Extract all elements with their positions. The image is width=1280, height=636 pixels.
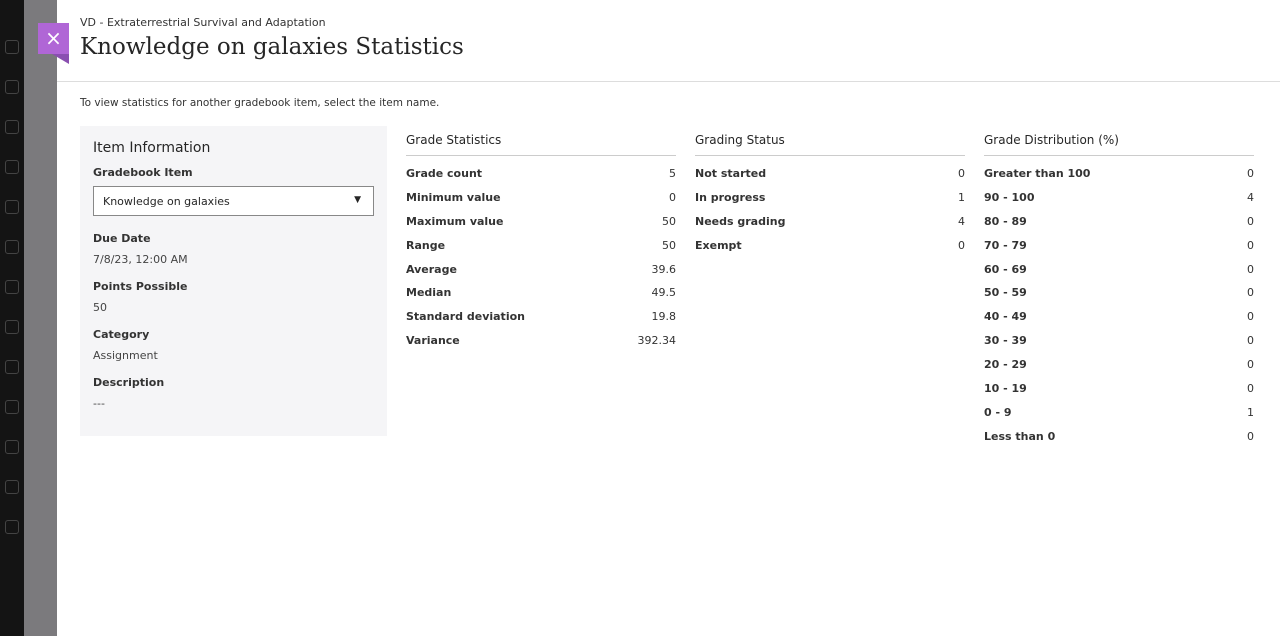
stat-value: 0 — [1247, 286, 1254, 300]
stat-label: Greater than 100 — [984, 167, 1091, 180]
stat-value: 1 — [958, 190, 965, 204]
stat-value: 39.6 — [651, 262, 677, 276]
description-label: Description — [93, 376, 165, 389]
stat-value: 0 — [1247, 334, 1254, 348]
category-label: Category — [93, 328, 150, 341]
instruction-text: To view statistics for another gradebook… — [80, 97, 440, 109]
gradebook-item-label: Gradebook Item — [93, 166, 193, 179]
stat-label: Not started — [695, 167, 767, 180]
stat-value: 392.34 — [637, 334, 677, 348]
statistics-panel: VD - Extraterrestrial Survival and Adapt… — [57, 0, 1280, 636]
due-date-value: 7/8/23, 12:00 AM — [93, 253, 188, 266]
stat-label: 80 - 89 — [984, 214, 1027, 228]
stat-label: Variance — [406, 334, 460, 348]
stat-value: 50 — [662, 214, 676, 228]
chevron-down-icon: ▼ — [354, 195, 361, 205]
stat-row: 20 - 29 0 — [984, 358, 1254, 382]
stat-value: 5 — [669, 167, 676, 180]
stat-label: Range — [406, 238, 446, 252]
stat-label: 50 - 59 — [984, 286, 1027, 300]
stat-row: Needs grading 4 — [695, 215, 965, 239]
stat-row: Range 50 — [406, 239, 676, 263]
points-value: 50 — [93, 301, 107, 314]
category-value: Assignment — [93, 349, 158, 362]
stat-label: 40 - 49 — [984, 310, 1027, 324]
stat-label: Standard deviation — [406, 310, 525, 324]
stat-row: 70 - 79 0 — [984, 239, 1254, 263]
page-title: Knowledge on galaxies Statistics — [80, 34, 464, 60]
stat-label: In progress — [695, 190, 766, 204]
course-breadcrumb: VD - Extraterrestrial Survival and Adapt… — [80, 16, 326, 29]
close-button[interactable]: × — [38, 23, 69, 64]
stat-row: 80 - 89 0 — [984, 215, 1254, 239]
grade-distribution-heading: Grade Distribution (%) — [984, 133, 1254, 156]
stat-label: Minimum value — [406, 190, 501, 204]
grading-status: Grading Status Not started 0 In progress 1 Ne… — [695, 133, 965, 263]
stat-row: 50 - 59 0 — [984, 286, 1254, 310]
stat-row: Maximum value 50 — [406, 215, 676, 239]
item-information-heading: Item Information — [93, 140, 211, 156]
stat-label: 0 - 9 — [984, 405, 1012, 419]
stat-label: Median — [406, 286, 452, 300]
stat-row: Not started 0 — [695, 167, 965, 191]
grade-statistics-heading: Grade Statistics — [406, 133, 676, 156]
stat-row: 40 - 49 0 — [984, 310, 1254, 334]
stat-label: 10 - 19 — [984, 382, 1027, 396]
stat-value: 0 — [958, 167, 965, 180]
stat-label: Needs grading — [695, 214, 786, 228]
description-value: --- — [93, 397, 105, 410]
stat-value: 0 — [1247, 167, 1254, 180]
divider — [57, 81, 1280, 82]
stat-label: Less than 0 — [984, 429, 1056, 443]
stat-row: Average 39.6 — [406, 263, 676, 287]
stat-row: Standard deviation 19.8 — [406, 310, 676, 334]
stat-value: 50 — [662, 238, 676, 252]
stat-row: Minimum value 0 — [406, 191, 676, 215]
stat-row: Less than 0 0 — [984, 430, 1254, 454]
stat-row: 10 - 19 0 — [984, 382, 1254, 406]
stat-row: Greater than 100 0 — [984, 167, 1254, 191]
due-date-label: Due Date — [93, 232, 151, 245]
stat-value: 0 — [1247, 429, 1254, 443]
stat-value: 0 — [1247, 238, 1254, 252]
stat-label: Exempt — [695, 238, 742, 252]
stat-value: 0 — [1247, 382, 1254, 396]
stat-value: 0 — [958, 238, 965, 252]
stat-label: Average — [406, 262, 457, 276]
stat-row: 0 - 9 1 — [984, 406, 1254, 430]
stat-label: 20 - 29 — [984, 358, 1027, 372]
selected-item: Knowledge on galaxies — [103, 195, 230, 208]
stat-row: Median 49.5 — [406, 286, 676, 310]
stat-row: Grade count 5 — [406, 167, 676, 191]
background-sidebar — [0, 0, 24, 636]
stat-row: Variance 392.34 — [406, 334, 676, 358]
stat-row: 60 - 69 0 — [984, 263, 1254, 287]
stat-value: 0 — [669, 190, 676, 204]
grade-statistics: Grade Statistics Grade count 5 Minimum valu… — [406, 133, 676, 358]
stat-row: 90 - 100 4 — [984, 191, 1254, 215]
stat-value: 0 — [1247, 310, 1254, 324]
grade-distribution: Grade Distribution (%) Greater than 100 0 9… — [984, 133, 1254, 454]
stat-value: 4 — [958, 214, 965, 228]
stat-value: 19.8 — [651, 310, 677, 324]
stat-label: 90 - 100 — [984, 190, 1035, 204]
grading-status-heading: Grading Status — [695, 133, 965, 156]
stat-value: 0 — [1247, 358, 1254, 372]
stat-row: 30 - 39 0 — [984, 334, 1254, 358]
stat-label: Maximum value — [406, 214, 504, 228]
stat-row: In progress 1 — [695, 191, 965, 215]
stat-label: 30 - 39 — [984, 334, 1027, 348]
stat-value: 1 — [1247, 405, 1254, 419]
stat-row: Exempt 0 — [695, 239, 965, 263]
stat-value: 0 — [1247, 262, 1254, 276]
stat-label: 70 - 79 — [984, 238, 1027, 252]
points-label: Points Possible — [93, 280, 188, 293]
stat-label: 60 - 69 — [984, 262, 1027, 276]
stat-label: Grade count — [406, 167, 483, 180]
gradebook-item-select[interactable]: Knowledge on galaxies ▼ — [93, 186, 374, 216]
stat-value: 0 — [1247, 214, 1254, 228]
stat-value: 4 — [1247, 190, 1254, 204]
stat-value: 49.5 — [651, 286, 677, 300]
item-information-card: Item Information Gradebook Item Knowledg… — [80, 126, 387, 436]
